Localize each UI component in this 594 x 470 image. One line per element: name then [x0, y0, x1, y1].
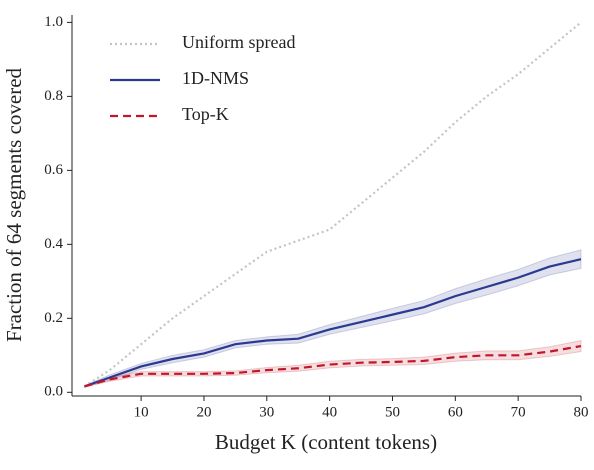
x-tick-label: 40 — [322, 404, 337, 420]
x-tick-label: 30 — [259, 404, 274, 420]
x-axis-label: Budget K (content tokens) — [215, 430, 437, 454]
legend-label: 1D-NMS — [182, 68, 249, 88]
y-tick-label: 0.6 — [44, 162, 63, 178]
x-tick-label: 10 — [134, 404, 149, 420]
y-tick-label: 0.0 — [44, 384, 63, 400]
y-tick-label: 1.0 — [44, 14, 63, 30]
legend-label: Top-K — [182, 104, 229, 124]
y-tick-label: 0.4 — [44, 236, 63, 252]
series-line — [84, 344, 582, 388]
x-tick-label: 80 — [574, 404, 589, 420]
x-tick-label: 20 — [196, 404, 211, 420]
y-tick-label: 0.8 — [44, 88, 63, 104]
x-tick-label: 70 — [511, 404, 526, 420]
legend-label: Uniform spread — [182, 32, 295, 52]
series-line — [84, 258, 582, 388]
x-tick-label: 50 — [385, 404, 400, 420]
x-tick-label: 60 — [448, 404, 463, 420]
y-tick-label: 0.2 — [44, 310, 63, 326]
y-axis-label: Fraction of 64 segments covered — [2, 67, 26, 342]
